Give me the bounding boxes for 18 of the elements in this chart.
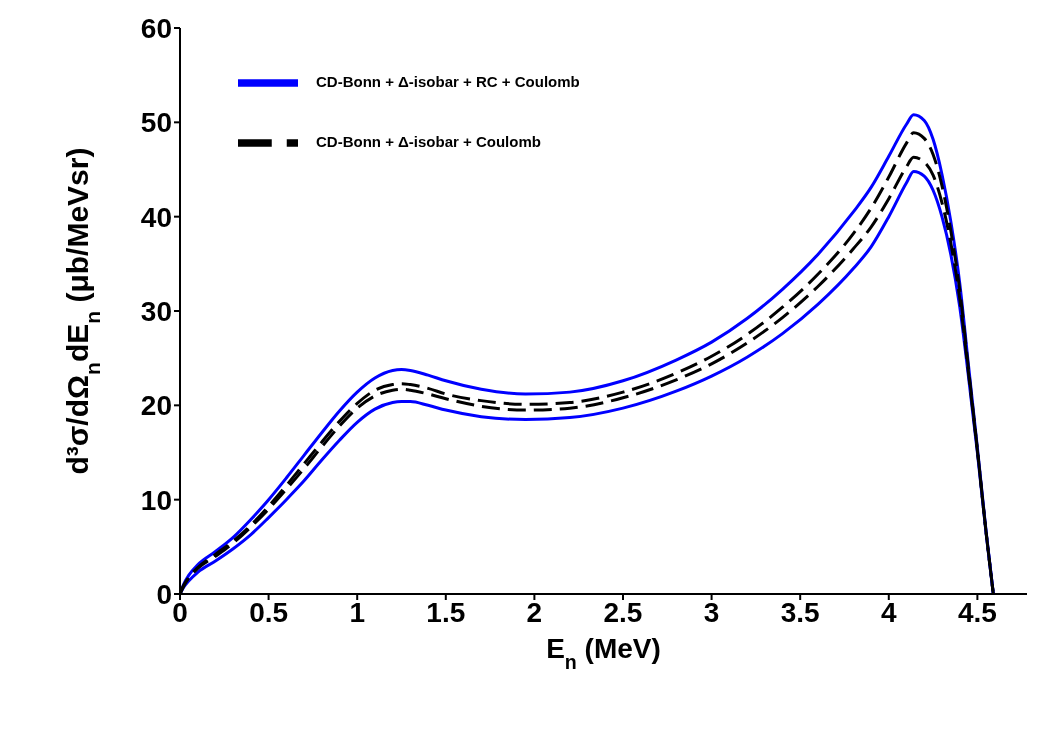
- x-tick-label: 4: [881, 596, 897, 628]
- y-tick-label: 20: [140, 390, 172, 422]
- x-tick-label: 4.5: [957, 596, 997, 628]
- x-tick-label: 2.5: [603, 596, 643, 628]
- x-tick-label: 0.5: [249, 596, 289, 628]
- x-tick-label: 3.5: [780, 596, 820, 628]
- x-tick-label: 1: [349, 596, 365, 628]
- x-tick-label: 1.5: [426, 596, 466, 628]
- y-tick-label: 50: [140, 107, 172, 139]
- x-axis-title: E$_{n}$ (MeV): [546, 633, 661, 673]
- x-tick-label: 3: [703, 596, 720, 628]
- y-tick-label: 30: [140, 295, 172, 327]
- legend-label: CD-Bonn + Δ-isobar + RC + Coulomb: [316, 72, 580, 90]
- y-tick-label: 60: [140, 12, 172, 44]
- y-tick-label: 40: [140, 201, 172, 233]
- y-tick-label: 10: [140, 484, 172, 516]
- legend-label: CD-Bonn + Δ-isobar + Coulomb: [316, 132, 541, 150]
- x-tick-label: 2: [526, 596, 543, 628]
